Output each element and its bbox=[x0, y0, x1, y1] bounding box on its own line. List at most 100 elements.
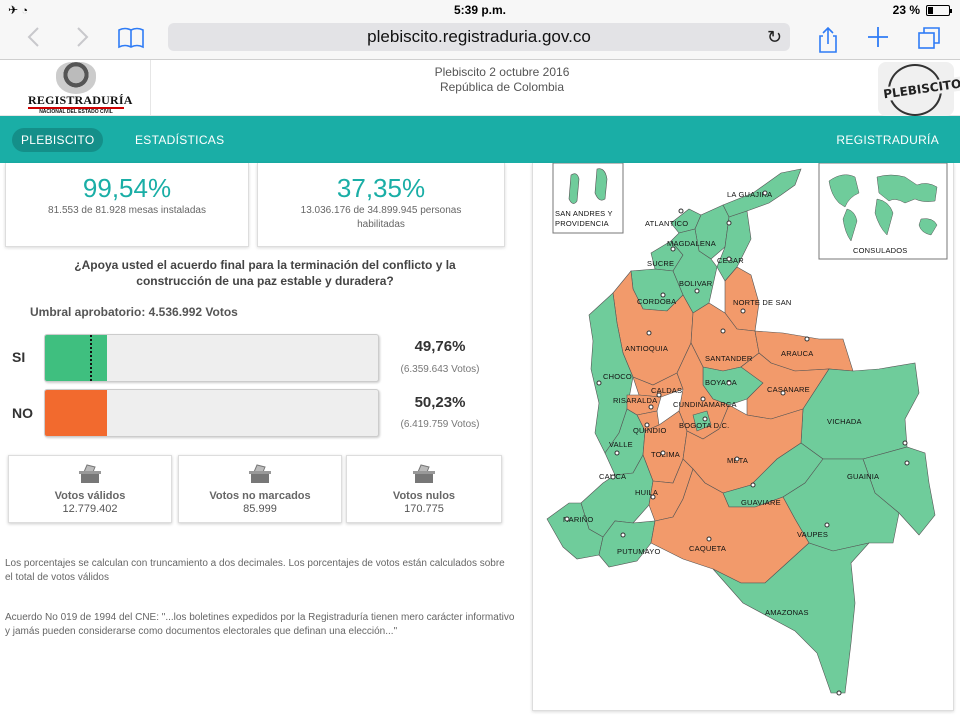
ballot-box-icon bbox=[413, 464, 435, 484]
votos-no-marcados-card: Votos no marcados 85.999 bbox=[178, 455, 342, 523]
capital-dot bbox=[720, 328, 726, 334]
battery-icon bbox=[926, 4, 952, 16]
label-magdalena: MAGDALENA bbox=[667, 239, 716, 248]
label-antioquia: ANTIOQUIA bbox=[625, 344, 668, 353]
votos-validos-title: Votos válidos bbox=[54, 490, 126, 502]
nav-registraduria[interactable]: REGISTRADURÍA bbox=[836, 133, 939, 147]
label-norte-de-san: NORTE DE SAN bbox=[733, 298, 792, 307]
forward-icon[interactable] bbox=[72, 26, 94, 54]
votos-no-marcados-title: Votos no marcados bbox=[209, 490, 311, 502]
new-tab-icon[interactable] bbox=[866, 26, 890, 54]
label-bolivar: BOLIVAR bbox=[679, 279, 713, 288]
label-huila: HUILA bbox=[635, 488, 658, 497]
dept-bolivar[interactable] bbox=[670, 228, 718, 314]
capital-dot bbox=[648, 404, 654, 410]
label-cordoba: CORDOBA bbox=[637, 297, 676, 306]
participation-percent: 37,35% bbox=[336, 173, 426, 203]
dept-caqueta[interactable] bbox=[650, 468, 810, 584]
mesas-percent: 99,54% bbox=[82, 173, 172, 203]
tabs-icon[interactable] bbox=[916, 26, 942, 54]
share-icon[interactable] bbox=[815, 26, 841, 54]
label-caldas: CALDAS bbox=[651, 386, 682, 395]
votos-nulos-title: Votos nulos bbox=[392, 490, 456, 502]
votos-validos-value: 12.779.402 bbox=[62, 503, 118, 515]
dept-bogota[interactable] bbox=[692, 410, 712, 432]
capital-dot bbox=[702, 416, 708, 422]
mesas-card: 99,54% 81.553 de 81.928 mesas instaladas bbox=[5, 163, 249, 247]
no-label: NO bbox=[12, 405, 33, 421]
threshold-marker bbox=[90, 335, 93, 381]
cne-disclaimer: Acuerdo No 019 de 1994 del CNE: "...los … bbox=[5, 612, 515, 637]
logo-name: REGISTRADURÍA bbox=[28, 93, 133, 109]
registraduria-logo[interactable]: REGISTRADURÍA NACIONAL DEL ESTADO CIVIL bbox=[28, 62, 133, 116]
participation-text-1: 13.036.176 de 34.899.945 personas bbox=[300, 205, 462, 216]
map-svg[interactable]: SAN ANDRES Y PROVIDENCIA CONSULADOS bbox=[533, 163, 955, 711]
inset-label-2: PROVIDENCIA bbox=[555, 219, 609, 228]
consulados-inset[interactable]: CONSULADOS bbox=[818, 163, 948, 260]
votos-validos-card: Votos válidos 12.779.402 bbox=[8, 455, 172, 523]
votos-nulos-card: Votos nulos 170.775 bbox=[346, 455, 502, 523]
url-text: plebiscito.registraduria.gov.co bbox=[367, 27, 591, 46]
ballot-box-icon bbox=[79, 464, 101, 484]
participation-text-2: habilitadas bbox=[357, 219, 405, 230]
capital-dot bbox=[762, 190, 768, 196]
back-icon[interactable] bbox=[22, 26, 44, 54]
no-percent: 50,23% bbox=[414, 394, 466, 411]
capital-dot bbox=[660, 450, 666, 456]
capital-dot bbox=[656, 392, 662, 398]
label-choco: CHOCO bbox=[603, 372, 632, 381]
si-label: SI bbox=[12, 349, 26, 365]
si-percent: 49,76% bbox=[414, 338, 466, 355]
si-bar-fill bbox=[45, 335, 108, 381]
capital-dot bbox=[700, 396, 706, 402]
header-title-line1: Plebiscito 2 octubre 2016 bbox=[434, 65, 570, 79]
capital-dot bbox=[824, 522, 830, 528]
airplane-wifi-icons: ✈ ︎◔ bbox=[8, 3, 29, 17]
capital-dot bbox=[646, 330, 652, 336]
ios-status-bar: ✈ ︎◔ 5:39 p.m. 23 % bbox=[0, 0, 960, 20]
capital-dot bbox=[660, 292, 666, 298]
no-votes: (6.419.759 Votos) bbox=[400, 419, 480, 430]
logo-subtitle: NACIONAL DEL ESTADO CIVIL bbox=[39, 109, 113, 115]
label-guainia: GUAINIA bbox=[847, 472, 879, 481]
dept-amazonas[interactable] bbox=[712, 542, 870, 694]
label-vaupes: VAUPES bbox=[797, 530, 828, 539]
label-valle: VALLE bbox=[609, 440, 633, 449]
colombia-results-map[interactable]: SAN ANDRES Y PROVIDENCIA CONSULADOS bbox=[532, 163, 954, 711]
header-title-line2: República de Colombia bbox=[439, 80, 565, 94]
question-line2: construcción de una paz estable y durade… bbox=[136, 274, 394, 288]
coat-of-arms-icon bbox=[56, 62, 96, 94]
label-quindio: QUINDIO bbox=[633, 426, 666, 435]
label-la-guajira: LA GUAJIRA bbox=[727, 190, 772, 199]
header-divider bbox=[150, 60, 151, 116]
label-risaralda: RISARALDA bbox=[613, 396, 657, 405]
label-atlantico: ATLANTICO bbox=[645, 219, 688, 228]
san-andres-inset[interactable]: SAN ANDRES Y PROVIDENCIA bbox=[552, 163, 624, 234]
question-line1: ¿Apoya usted el acuerdo final para la te… bbox=[74, 258, 456, 272]
battery-indicator: 23 % bbox=[892, 3, 952, 17]
label-guaviare: GUAVIARE bbox=[741, 498, 781, 507]
inset-consulados-label: CONSULADOS bbox=[853, 246, 908, 255]
capital-dot bbox=[836, 690, 842, 696]
label-tolima: TOLIMA bbox=[651, 450, 680, 459]
nav-plebiscito[interactable]: PLEBISCITO bbox=[12, 128, 104, 152]
label-boyaca: BOYACA bbox=[705, 378, 737, 387]
bookmarks-icon[interactable] bbox=[116, 26, 146, 54]
label-vichada: VICHADA bbox=[827, 417, 862, 426]
capital-dot bbox=[650, 494, 656, 500]
department-shapes[interactable] bbox=[546, 168, 936, 694]
reload-icon[interactable]: ↻ bbox=[766, 27, 782, 47]
inset-label-1: SAN ANDRES Y bbox=[555, 209, 613, 218]
url-bar[interactable]: plebiscito.registraduria.gov.co ↻ bbox=[168, 23, 790, 51]
ballot-question: ¿Apoya usted el acuerdo final para la te… bbox=[20, 257, 510, 289]
battery-percent: 23 % bbox=[892, 3, 920, 17]
nav-estadisticas[interactable]: ESTADÍSTICAS bbox=[135, 133, 225, 147]
si-votes: (6.359.643 Votos) bbox=[400, 364, 480, 375]
header-title: Plebiscito 2 octubre 2016 República de C… bbox=[0, 65, 960, 95]
si-bar bbox=[44, 334, 379, 382]
capital-dot bbox=[678, 208, 684, 214]
no-bar-fill bbox=[45, 390, 108, 436]
capital-dot bbox=[734, 456, 740, 462]
no-bar bbox=[44, 389, 379, 437]
participation-card: 37,35% 13.036.176 de 34.899.945 personas… bbox=[257, 163, 505, 247]
